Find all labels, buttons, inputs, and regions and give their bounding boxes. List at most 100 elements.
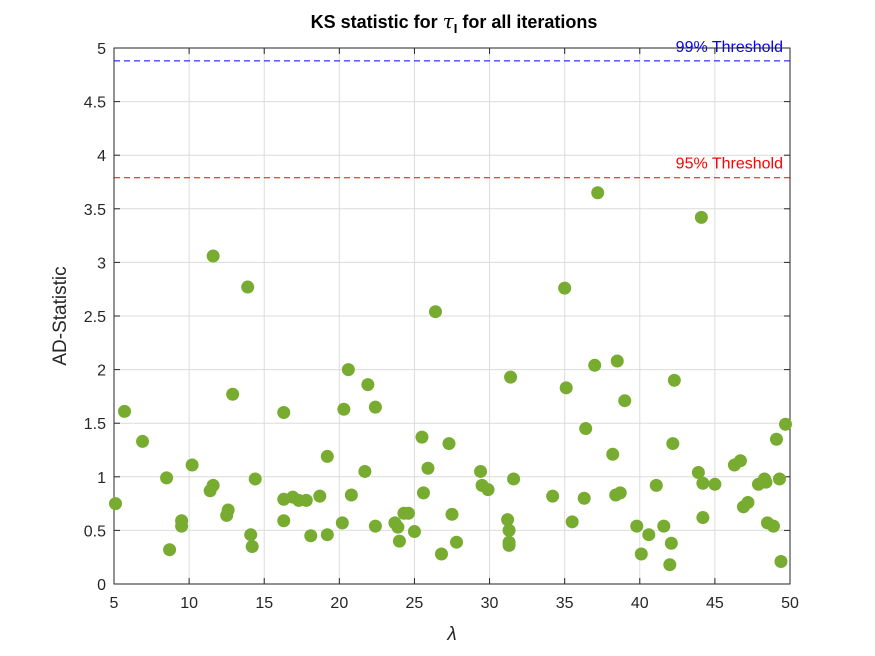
data-point xyxy=(407,524,421,538)
data-point xyxy=(708,477,722,491)
data-point xyxy=(664,536,678,550)
data-point xyxy=(634,547,648,561)
data-point xyxy=(766,519,780,533)
data-point xyxy=(341,363,355,377)
data-point xyxy=(667,373,681,387)
data-point xyxy=(428,305,442,319)
y-axis-label: AD-Statistic xyxy=(50,266,71,365)
data-point xyxy=(391,520,405,534)
data-point xyxy=(630,519,644,533)
y-tick-label: 3.5 xyxy=(84,202,106,219)
data-point xyxy=(320,449,334,463)
x-axis-label: λ xyxy=(446,624,456,645)
x-tick-label: 20 xyxy=(330,595,348,612)
data-point xyxy=(618,394,632,408)
data-point xyxy=(691,466,705,480)
data-point xyxy=(241,280,255,294)
data-point xyxy=(696,511,710,525)
data-point xyxy=(666,437,680,451)
chart-title-rest: for all iterations xyxy=(457,12,597,32)
tick-labels: 5 10 15 20 25 30 35 40 45 50 0 0.5 1 1.5 2 2.5 3 3.5 4 4.5 5 xyxy=(84,41,799,612)
data-point xyxy=(501,513,515,527)
y-tick-label: 0.5 xyxy=(84,523,106,540)
data-point xyxy=(577,491,591,505)
data-point xyxy=(610,354,624,368)
data-point xyxy=(226,387,240,401)
data-point xyxy=(772,472,786,486)
x-tick-label: 25 xyxy=(406,595,424,612)
threshold-lines: 99% Threshold 95% Threshold xyxy=(114,39,790,179)
data-point xyxy=(299,493,313,507)
data-point xyxy=(118,404,132,418)
data-point xyxy=(613,486,627,500)
data-point xyxy=(546,489,560,503)
data-point xyxy=(565,515,579,529)
x-tick-label: 30 xyxy=(481,595,499,612)
y-tick-label: 3 xyxy=(97,255,106,272)
data-point xyxy=(774,554,788,568)
data-point xyxy=(434,547,448,561)
data-point xyxy=(445,507,459,521)
data-point xyxy=(368,519,382,533)
data-point xyxy=(657,519,671,533)
axes xyxy=(113,47,791,585)
data-point xyxy=(206,478,220,492)
data-point xyxy=(415,430,429,444)
grid xyxy=(113,47,791,585)
y-tick-label: 1.5 xyxy=(84,416,106,433)
y-tick-label: 0 xyxy=(97,577,106,594)
data-point xyxy=(206,249,220,263)
y-tick-label: 4 xyxy=(97,148,106,165)
data-point xyxy=(421,461,435,475)
data-point xyxy=(591,186,605,200)
data-point xyxy=(109,497,123,511)
x-tick-label: 40 xyxy=(631,595,649,612)
data-point xyxy=(733,454,747,468)
data-point xyxy=(344,488,358,502)
data-point xyxy=(694,210,708,224)
x-tick-label: 50 xyxy=(781,595,799,612)
data-point xyxy=(663,558,677,572)
data-point xyxy=(481,483,495,497)
data-point xyxy=(741,496,755,510)
data-point xyxy=(474,464,488,478)
data-point xyxy=(759,475,773,489)
data-point xyxy=(696,476,710,490)
data-point xyxy=(337,402,351,416)
data-point xyxy=(160,471,174,485)
data-point xyxy=(401,506,415,520)
data-point xyxy=(769,432,783,446)
x-tick-label: 5 xyxy=(110,595,119,612)
data-point xyxy=(313,489,327,503)
data-point xyxy=(649,478,663,492)
data-point xyxy=(245,539,259,553)
data-point xyxy=(507,472,521,486)
data-point xyxy=(277,405,291,419)
y-tick-label: 4.5 xyxy=(84,95,106,112)
data-point xyxy=(361,378,375,392)
x-tick-label: 45 xyxy=(706,595,724,612)
data-point xyxy=(335,516,349,530)
data-point xyxy=(502,523,516,537)
data-point xyxy=(163,543,177,557)
data-point xyxy=(588,358,602,372)
data-point xyxy=(442,437,456,451)
y-tick-label: 5 xyxy=(97,41,106,58)
data-point xyxy=(502,538,516,552)
data-point xyxy=(248,472,262,486)
x-tick-label: 35 xyxy=(556,595,574,612)
chart-title: KS statistic for τI for all iterations xyxy=(311,9,598,36)
data-point xyxy=(277,514,291,528)
x-tick-label: 10 xyxy=(180,595,198,612)
data-point xyxy=(320,528,334,542)
data-point xyxy=(221,503,235,517)
data-point xyxy=(175,519,189,533)
data-point xyxy=(185,458,199,472)
y-tick-label: 2 xyxy=(97,363,106,380)
data-point xyxy=(504,370,518,384)
data-point xyxy=(606,447,620,461)
chart-title-subscript: I xyxy=(454,21,458,36)
data-point xyxy=(136,434,150,448)
chart-title-main: KS statistic for xyxy=(311,12,443,32)
